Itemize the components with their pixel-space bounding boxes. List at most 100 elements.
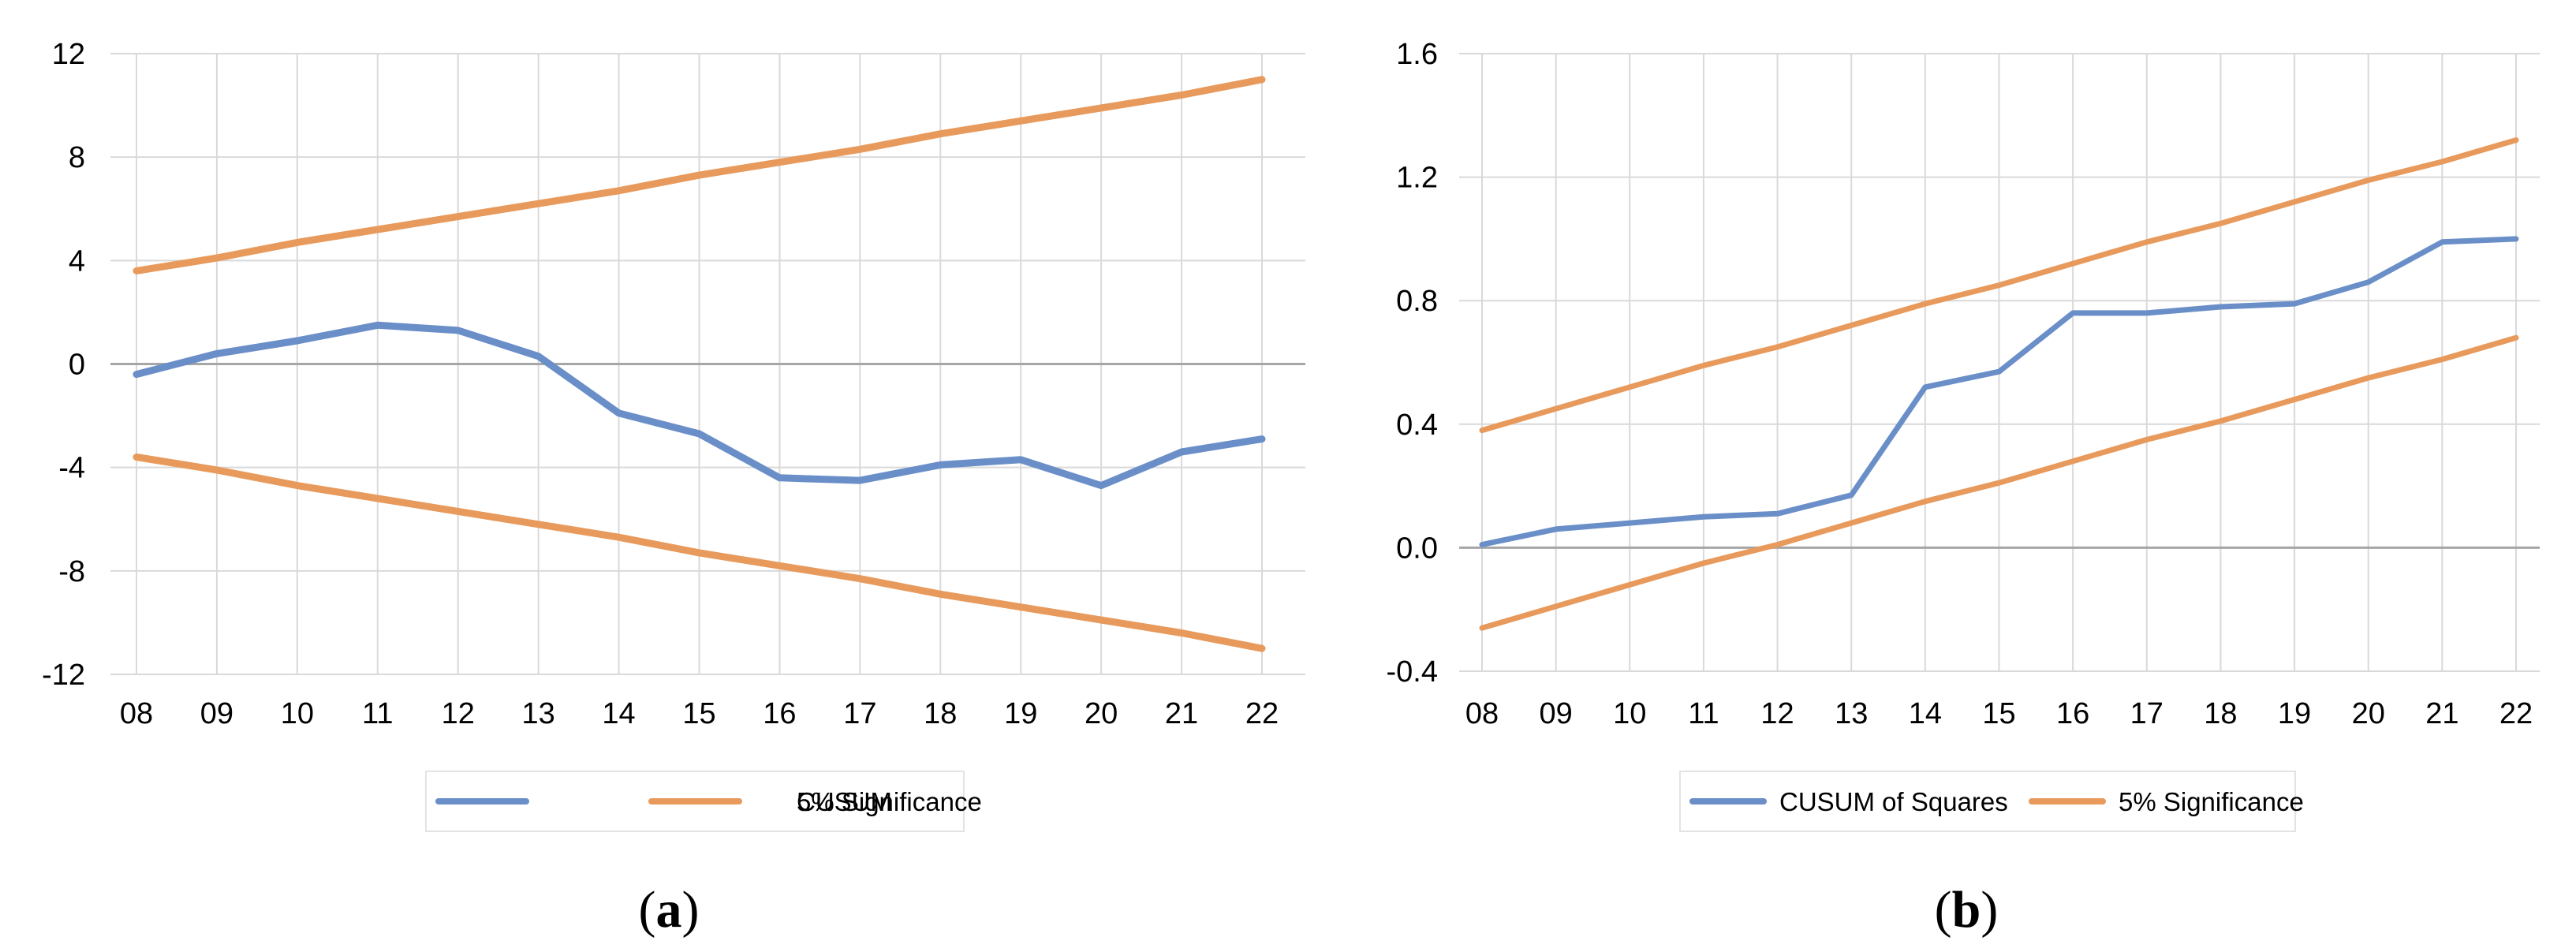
data-point xyxy=(1261,648,1263,649)
data-point xyxy=(2219,420,2221,422)
panel-label: (b) xyxy=(1935,881,1999,939)
y-tick-label: 1.6 xyxy=(1396,38,1438,71)
data-point xyxy=(377,498,379,499)
legend-label: CUSUM of Squares xyxy=(1779,787,2008,816)
x-tick-label: 09 xyxy=(200,697,233,730)
x-tick-label: 15 xyxy=(682,697,715,730)
data-point xyxy=(2146,439,2148,440)
x-axis: 08 09 10 11 12 13 14 15 16 17 18 19 20 21 22 xyxy=(1465,697,2533,730)
data-point xyxy=(216,353,218,354)
data-point xyxy=(2219,306,2221,308)
data-point xyxy=(216,257,218,259)
x-tick-label: 21 xyxy=(2425,697,2458,730)
data-point xyxy=(939,593,941,595)
data-point xyxy=(538,203,539,204)
panel-label-close: ) xyxy=(682,881,700,939)
legend-box xyxy=(1679,771,2296,832)
data-point xyxy=(1777,543,1779,545)
x-tick-label: 15 xyxy=(1982,697,2015,730)
series-lower-bound xyxy=(1479,334,2519,631)
x-tick-label: 10 xyxy=(1613,697,1646,730)
x-tick-label: 17 xyxy=(2130,697,2163,730)
y-tick-label: -12 xyxy=(42,659,85,692)
y-axis: 1.6 1.2 0.8 0.4 0.0 -0.4 xyxy=(1387,38,2540,689)
y-tick-label: 0.4 xyxy=(1396,409,1438,442)
data-point xyxy=(2146,312,2148,314)
data-point xyxy=(2294,201,2295,203)
x-axis: 08 09 10 11 12 13 14 15 16 17 18 19 20 21 22 xyxy=(120,697,1279,730)
y-tick-label: 0 xyxy=(69,349,85,382)
data-point xyxy=(216,469,218,471)
panel-label-letter: a xyxy=(656,881,682,939)
legend-label: 5% Significance xyxy=(797,787,982,816)
data-point xyxy=(2368,377,2369,379)
data-point xyxy=(859,480,861,481)
y-tick-label: -4 xyxy=(58,452,85,485)
legend-label: 5% Significance xyxy=(2119,787,2304,816)
data-point xyxy=(859,148,861,150)
series-lower-bound xyxy=(133,454,1266,652)
data-point xyxy=(1555,528,1557,530)
series-upper-bound xyxy=(133,76,1266,274)
panel-label-letter: b xyxy=(1952,881,1981,939)
y-tick-label: 8 xyxy=(69,141,85,174)
series-main xyxy=(133,321,1266,490)
data-point xyxy=(2368,180,2369,181)
legend-box xyxy=(425,771,965,832)
data-point xyxy=(778,477,780,479)
data-point xyxy=(2441,241,2443,243)
legend: CUSUM of Squares 5% Significance xyxy=(1679,771,2304,832)
data-point xyxy=(538,524,539,525)
data-point xyxy=(1100,485,1102,487)
x-tick-label: 14 xyxy=(1909,697,1942,730)
data-point xyxy=(2219,222,2221,224)
data-point xyxy=(457,216,459,218)
legend-label: CUSUM xyxy=(797,787,892,816)
x-tick-label: 11 xyxy=(1688,697,1719,730)
data-point xyxy=(1481,543,1483,545)
x-tick-label: 18 xyxy=(924,697,957,730)
y-tick-label: 0.0 xyxy=(1396,532,1438,565)
y-tick-label: -8 xyxy=(58,555,85,588)
x-tick-label: 21 xyxy=(1165,697,1198,730)
x-tick-label: 18 xyxy=(2204,697,2237,730)
data-point xyxy=(1481,430,1483,431)
data-point xyxy=(1100,619,1102,621)
x-tick-label: 10 xyxy=(281,697,314,730)
y-axis: 12 8 4 0 -4 -8 -12 xyxy=(42,38,1305,692)
x-tick-label: 12 xyxy=(442,697,475,730)
x-tick-label: 12 xyxy=(1760,697,1794,730)
x-tick-label: 08 xyxy=(120,697,153,730)
data-point xyxy=(1261,79,1263,80)
data-point xyxy=(2146,241,2148,243)
y-tick-label: 12 xyxy=(52,38,85,71)
data-point xyxy=(1777,346,1779,348)
x-tick-label: 19 xyxy=(1004,697,1037,730)
x-tick-label: 20 xyxy=(2352,697,2385,730)
x-tick-label: 14 xyxy=(602,697,635,730)
x-tick-label: 13 xyxy=(1835,697,1868,730)
data-point xyxy=(538,356,539,357)
vertical-gridlines xyxy=(1481,54,2517,671)
chart-panel-a: 12 8 4 0 -4 -8 -12 08 09 10 11 12 13 14 15 16 17 18 19 20 21… xyxy=(42,38,1305,939)
data-point xyxy=(1703,364,1704,366)
data-point xyxy=(1777,513,1779,514)
data-point xyxy=(618,536,620,538)
x-tick-label: 13 xyxy=(522,697,555,730)
x-tick-label: 08 xyxy=(1465,697,1499,730)
x-tick-label: 16 xyxy=(763,697,796,730)
data-point xyxy=(859,578,861,580)
panel-label-open: ( xyxy=(1935,881,1952,939)
data-point xyxy=(1100,107,1102,109)
x-tick-label: 22 xyxy=(1245,697,1279,730)
data-point xyxy=(2441,359,2443,360)
x-tick-label: 19 xyxy=(2278,697,2311,730)
y-tick-label: 0.8 xyxy=(1396,285,1438,318)
y-tick-label: 1.2 xyxy=(1396,162,1438,195)
data-point xyxy=(1481,627,1483,629)
panel-label: (a) xyxy=(639,881,700,939)
series-main xyxy=(1479,236,2519,547)
data-point xyxy=(1850,325,1852,327)
